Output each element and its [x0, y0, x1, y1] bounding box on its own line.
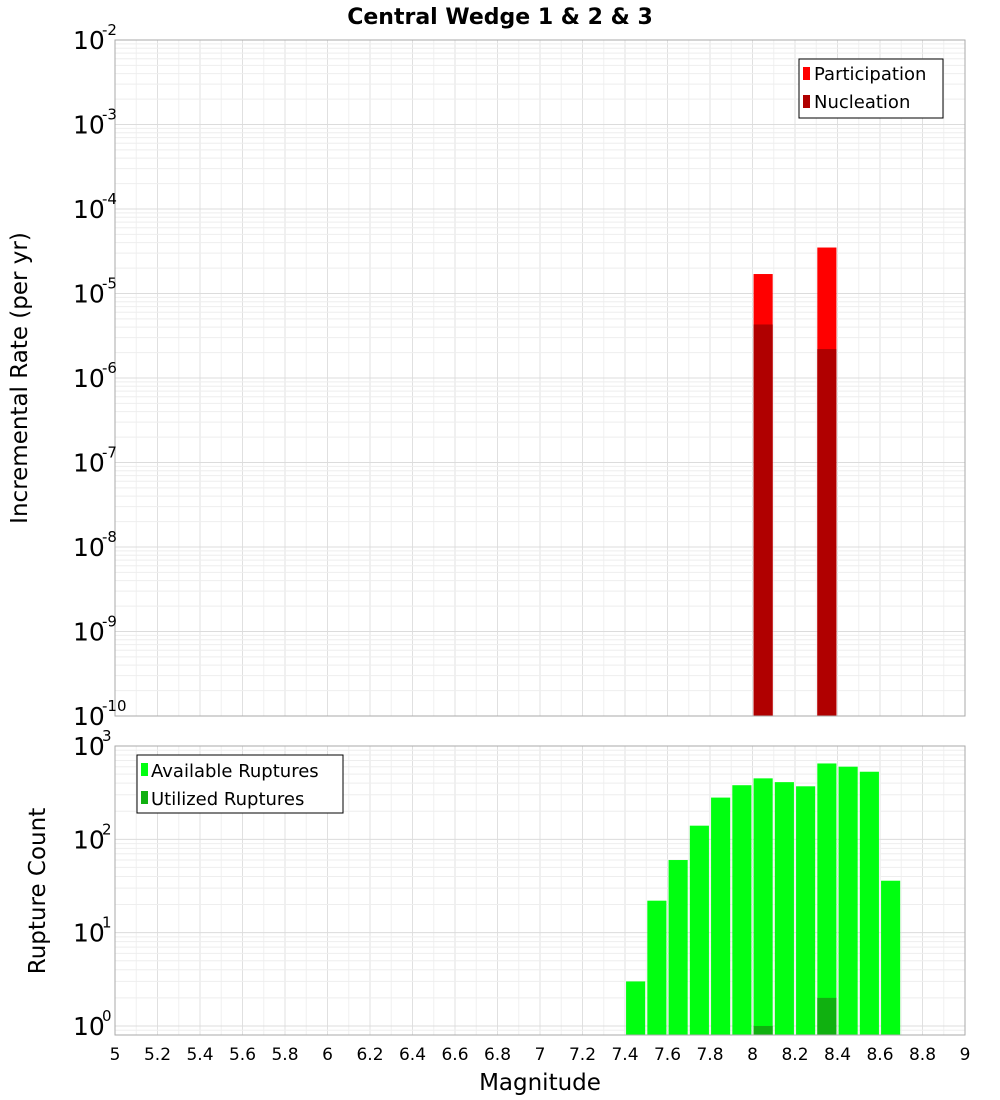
top-y-tick-base: 10 — [73, 618, 105, 647]
x-tick-label: 7 — [535, 1045, 546, 1065]
bottom-y-tick-exponent: 0 — [102, 1007, 112, 1025]
bottom-y-axis-label: Rupture Count — [25, 808, 51, 974]
top-gridlines — [114, 40, 966, 717]
bottom-y-tick-exponent: 2 — [102, 820, 112, 838]
bottom-y-tick-base: 10 — [73, 919, 105, 948]
top-y-tick-base: 10 — [73, 111, 105, 140]
bottom-bar-available-ruptures — [647, 900, 667, 1035]
bottom-bar-available-ruptures — [753, 778, 773, 1035]
chart-title: Central Wedge 1 & 2 & 3 — [347, 5, 653, 30]
top-legend: Participation Nucleation — [798, 58, 944, 119]
bottom-bar-utilized-ruptures — [753, 1025, 773, 1035]
top-y-tick-exponent: -6 — [102, 359, 117, 377]
top-legend-box — [798, 58, 944, 119]
bottom-legend-box — [136, 754, 344, 814]
top-y-tick-base: 10 — [73, 449, 105, 478]
x-tick-label: 9 — [960, 1045, 971, 1065]
top-y-tick-exponent: -4 — [102, 190, 117, 208]
x-tick-label: 5.2 — [144, 1045, 171, 1065]
top-y-tick-exponent: -7 — [102, 444, 117, 462]
bottom-y-tick-base: 10 — [73, 825, 105, 854]
top-y-tick-exponent: -3 — [102, 106, 117, 124]
legend-label-nucleation: Nucleation — [814, 92, 910, 113]
x-tick-label: 7.2 — [569, 1045, 596, 1065]
bottom-bar-utilized-ruptures — [817, 997, 837, 1035]
top-y-tick-exponent: -5 — [102, 275, 117, 293]
bottom-legend: Available Ruptures Utilized Ruptures — [136, 754, 344, 814]
x-tick-label: 5.4 — [186, 1045, 213, 1065]
top-y-tick-exponent: -2 — [102, 21, 117, 39]
bottom-bars — [626, 763, 901, 1035]
x-tick-label: 6 — [322, 1045, 333, 1065]
top-bars — [753, 247, 837, 716]
x-tick-label: 6.4 — [399, 1045, 426, 1065]
top-y-tick-base: 10 — [73, 280, 105, 309]
x-tick-label: 6.6 — [441, 1045, 468, 1065]
x-tick-label: 6.2 — [356, 1045, 383, 1065]
top-y-tick-exponent: -10 — [102, 697, 127, 715]
bottom-y-tick-exponent: 1 — [102, 914, 112, 932]
x-tick-label: 7.8 — [696, 1045, 723, 1065]
x-tick-label: 7.6 — [654, 1045, 681, 1065]
legend-label-utilized: Utilized Ruptures — [151, 789, 304, 810]
bottom-y-tick-base: 10 — [73, 1012, 105, 1041]
legend-label-available: Available Ruptures — [151, 761, 319, 782]
x-tick-label: 5.8 — [271, 1045, 298, 1065]
bottom-bar-available-ruptures — [796, 786, 816, 1035]
bottom-bar-available-ruptures — [732, 785, 752, 1035]
x-tick-label: 6.8 — [484, 1045, 511, 1065]
top-y-tick-base: 10 — [73, 702, 105, 731]
legend-swatch-available — [141, 763, 148, 776]
x-tick-label: 8.6 — [866, 1045, 893, 1065]
bottom-bar-available-ruptures — [817, 763, 837, 1035]
x-tick-label: 5.6 — [229, 1045, 256, 1065]
bottom-bar-available-ruptures — [626, 981, 646, 1035]
bottom-bar-available-ruptures — [689, 825, 709, 1035]
bottom-bar-available-ruptures — [859, 771, 879, 1035]
bottom-bar-available-ruptures — [774, 782, 794, 1035]
top-y-tick-exponent: -8 — [102, 528, 117, 546]
legend-swatch-utilized — [141, 791, 148, 804]
bottom-y-tick-base: 10 — [73, 732, 105, 761]
bottom-y-tick-exponent: 3 — [102, 727, 112, 745]
x-tick-label: 8.4 — [824, 1045, 851, 1065]
top-bar-nucleation — [817, 349, 837, 716]
top-y-tick-base: 10 — [73, 533, 105, 562]
x-tick-label: 8 — [747, 1045, 758, 1065]
x-tick-label: 7.4 — [611, 1045, 638, 1065]
top-y-tick-base: 10 — [73, 26, 105, 55]
top-y-tick-base: 10 — [73, 364, 105, 393]
x-axis-label: Magnitude — [479, 1070, 601, 1096]
legend-swatch-nucleation — [803, 95, 810, 108]
x-tick-label: 5 — [110, 1045, 121, 1065]
x-tick-label: 8.2 — [781, 1045, 808, 1065]
top-y-axis-label: Incremental Rate (per yr) — [7, 232, 33, 524]
top-y-tick-exponent: -9 — [102, 613, 117, 631]
top-bar-nucleation — [753, 324, 773, 716]
bottom-bar-available-ruptures — [881, 880, 901, 1035]
legend-swatch-participation — [803, 67, 810, 80]
bottom-bar-available-ruptures — [838, 766, 858, 1035]
bottom-bar-available-ruptures — [711, 797, 731, 1035]
bottom-plot-frame — [114, 745, 966, 1036]
x-tick-labels: 5 5.2 5.4 5.6 5.8 6 6.2 6.4 6.6 6.8 7 7.2 7.4 7.6 7.8 8… — [110, 1045, 971, 1065]
top-plot-frame — [114, 39, 966, 717]
top-y-tick-base: 10 — [73, 195, 105, 224]
x-tick-label: 8.8 — [909, 1045, 936, 1065]
legend-label-participation: Participation — [814, 64, 926, 85]
bottom-bar-available-ruptures — [668, 860, 688, 1035]
